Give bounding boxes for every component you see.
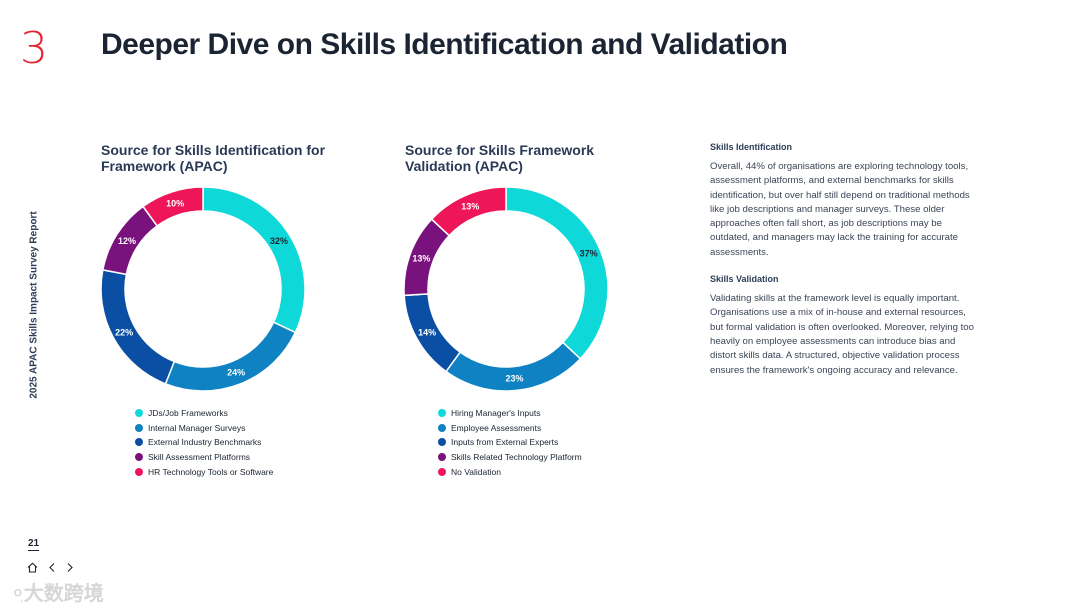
legend-swatch — [438, 453, 446, 462]
slice-label-2: 23% — [505, 374, 523, 384]
legend-label: Internal Manager Surveys — [148, 422, 246, 433]
legend-item: Employee Assessments — [438, 421, 582, 436]
legend-label: Skill Assessment Platforms — [148, 452, 251, 463]
legend-swatch — [438, 409, 446, 418]
identification-body: Overall, 44% of organisations are explor… — [710, 161, 970, 258]
page-number: 21 — [28, 538, 40, 551]
legend-swatch — [135, 467, 143, 476]
commentary-column: Skills Identification Overall, 44% of or… — [710, 142, 980, 392]
legend-label: Skills Related Technology Platform — [451, 452, 582, 463]
legend-swatch — [438, 467, 446, 476]
legend-item: HR Technology Tools or Software — [135, 464, 273, 479]
donut-slice-5 — [430, 186, 507, 237]
page-navigation — [27, 562, 74, 576]
donut-slice-5 — [141, 186, 204, 227]
legend-label: Employee Assessments — [451, 422, 542, 433]
legend-item: External Industry Benchmarks — [135, 435, 273, 450]
slice-label-4: 12% — [118, 236, 136, 246]
legend-identification: JDs/Job Frameworks Internal Manager Surv… — [135, 406, 273, 479]
legend-item: JDs/Job Frameworks — [135, 406, 273, 421]
chevron-right-icon[interactable] — [66, 562, 74, 576]
slice-label-1: 37% — [580, 248, 598, 258]
slice-label-5: 10% — [166, 198, 184, 208]
donut-slice-2 — [164, 321, 297, 392]
slice-label-3: 14% — [418, 327, 436, 337]
donut-chart-validation: 37% 23% 14% 13% 13% — [403, 186, 609, 392]
legend-swatch — [135, 423, 143, 432]
chart-2-title: Source for Skills Framework Validation (… — [405, 142, 595, 174]
legend-label: JDs/Job Frameworks — [148, 408, 228, 419]
legend-label: External Industry Benchmarks — [148, 437, 262, 448]
identification-heading: Skills Identification — [710, 142, 793, 152]
section-number: 3 — [20, 23, 48, 74]
validation-heading: Skills Validation — [710, 274, 779, 285]
donut-slice-2 — [444, 341, 582, 392]
legend-item: Skills Related Technology Platform — [438, 450, 582, 465]
slice-label-3: 22% — [115, 327, 133, 337]
legend-swatch — [135, 438, 143, 447]
chevron-left-icon[interactable] — [48, 562, 56, 576]
legend-swatch — [135, 453, 143, 462]
legend-label: Inputs from External Experts — [451, 437, 559, 448]
page-title: Deeper Dive on Skills Identification and… — [101, 28, 788, 61]
legend-swatch — [438, 438, 446, 447]
legend-item: Skill Assessment Platforms — [135, 450, 273, 465]
legend-item: Internal Manager Surveys — [135, 421, 273, 436]
legend-swatch — [438, 423, 446, 432]
donut-slice-1 — [202, 186, 306, 334]
legend-item: Hiring Manager's Inputs — [438, 406, 582, 421]
donut-slice-1 — [505, 186, 609, 360]
validation-body: Validating skills at the framework level… — [710, 293, 974, 376]
donut-slice-3 — [100, 269, 176, 385]
legend-swatch — [135, 409, 143, 418]
slice-label-1: 32% — [270, 236, 288, 246]
slice-label-2: 24% — [227, 368, 245, 378]
donut-chart-identification: 32% 24% 22% 12% 10% — [100, 186, 306, 392]
legend-label: Hiring Manager's Inputs — [451, 408, 541, 419]
watermark-logo-icon: ᴼ᷊ — [14, 586, 22, 604]
legend-label: HR Technology Tools or Software — [148, 466, 274, 477]
legend-item: Inputs from External Experts — [438, 435, 582, 450]
legend-validation: Hiring Manager's Inputs Employee Assessm… — [438, 406, 582, 479]
legend-item: No Validation — [438, 464, 582, 479]
home-icon[interactable] — [27, 562, 38, 576]
watermark: ᴼ᷊ 大数跨境 — [14, 577, 104, 606]
slice-label-5: 13% — [461, 201, 479, 211]
chart-1-title: Source for Skills Identification for Fra… — [101, 142, 326, 174]
slice-label-4: 13% — [412, 254, 430, 264]
report-side-label: 2025 APAC Skills Impact Survey Report — [28, 211, 40, 399]
watermark-text: 大数跨境 — [23, 583, 104, 605]
legend-label: No Validation — [451, 466, 501, 477]
